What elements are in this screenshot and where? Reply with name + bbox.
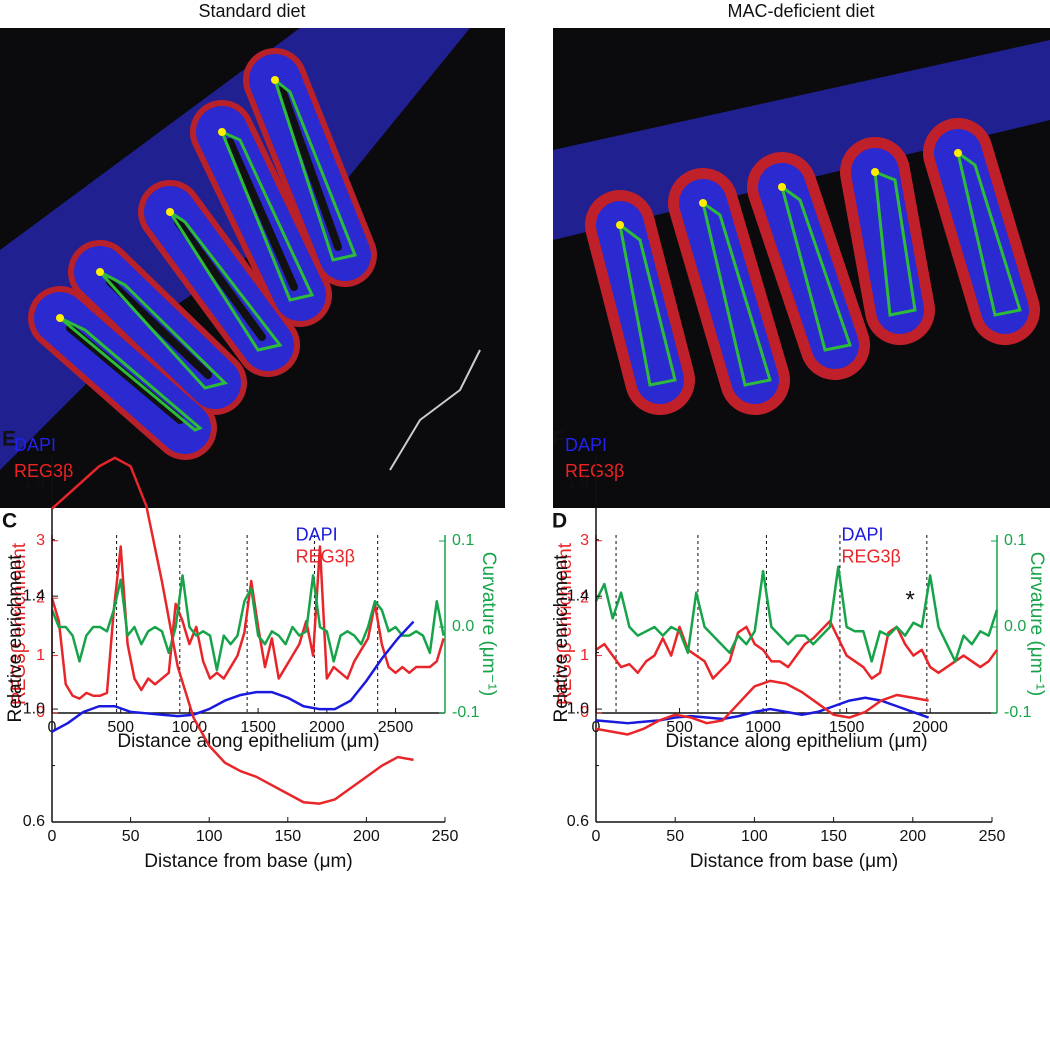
x-tick-label: 250 xyxy=(432,828,459,845)
x-tick-label: 100 xyxy=(741,828,768,845)
x-tick-label: 1500 xyxy=(829,719,865,736)
y-tick-label: 3 xyxy=(36,532,45,549)
x-tick-label: 200 xyxy=(899,828,926,845)
y-tick-label: 1 xyxy=(580,647,589,664)
y-tick-label: 1.0 xyxy=(23,700,45,717)
x-tick-label: 2000 xyxy=(309,719,345,736)
y-tick-label: 0 xyxy=(580,704,589,721)
y-axis-label: Relative enrichment xyxy=(5,554,26,723)
y2-tick-label: 0.1 xyxy=(1004,532,1026,549)
x-tick-label: 0 xyxy=(592,828,601,845)
x-tick-label: 200 xyxy=(353,828,380,845)
micrograph-mac-deficient xyxy=(553,28,1050,508)
x-tick-label: 500 xyxy=(666,719,693,736)
annotation: * xyxy=(905,587,914,614)
x-tick-label: 0 xyxy=(48,828,57,845)
y2-axis-label: Curvature (μm⁻¹) xyxy=(1026,552,1047,697)
x-tick-label: 100 xyxy=(196,828,223,845)
legend-entry: REG3β xyxy=(296,546,355,566)
x-tick-label: 2000 xyxy=(912,719,948,736)
image-legend: DAPI xyxy=(14,435,56,455)
legend-entry: DAPI xyxy=(842,524,884,544)
x-axis-label: Distance from base (μm) xyxy=(690,851,898,872)
series-line xyxy=(595,679,929,736)
y2-tick-label: 0.0 xyxy=(1004,618,1026,635)
y-tick-label: 2 xyxy=(36,589,45,606)
y-axis-label: REG3β enrichment xyxy=(9,542,30,705)
y-axis-label: Relative enrichment xyxy=(551,554,572,723)
x-tick-label: 150 xyxy=(274,828,301,845)
y-axis-label: REG3β enrichment xyxy=(555,542,576,705)
x-tick-label: 1500 xyxy=(240,719,276,736)
y-tick-label: 0 xyxy=(36,704,45,721)
x-axis-label: Distance along epithelium (μm) xyxy=(117,731,379,752)
x-tick-label: 50 xyxy=(666,828,684,845)
series-line xyxy=(51,620,415,733)
image-title: Standard diet xyxy=(198,1,305,21)
series-line xyxy=(50,574,445,672)
x-tick-label: 50 xyxy=(122,828,140,845)
panel-label: C xyxy=(2,510,17,533)
y-tick-label: 3 xyxy=(580,532,589,549)
y-tick-label: 1.8 xyxy=(23,474,45,491)
x-axis-label: Distance along epithelium (μm) xyxy=(665,731,927,752)
legend-entry: REG3β xyxy=(842,546,901,566)
series-line xyxy=(50,545,445,700)
x-tick-label: 150 xyxy=(820,828,847,845)
x-tick-label: 2500 xyxy=(378,719,414,736)
x-axis-label: Distance from base (μm) xyxy=(144,851,352,872)
series-line xyxy=(51,456,414,805)
y2-tick-label: 0.1 xyxy=(452,532,474,549)
y2-axis-label: Curvature (μm⁻¹) xyxy=(478,552,499,697)
y2-tick-label: -0.1 xyxy=(452,704,480,721)
series-line xyxy=(595,696,930,725)
series-line xyxy=(595,619,999,680)
image-legend: REG3β xyxy=(565,461,624,481)
y-tick-label: 1.8 xyxy=(567,474,589,491)
y-tick-label: 0.6 xyxy=(567,813,589,830)
y-tick-label: 2 xyxy=(580,589,589,606)
x-tick-label: 1000 xyxy=(745,719,781,736)
x-tick-label: 500 xyxy=(107,719,134,736)
image-legend: DAPI xyxy=(565,435,607,455)
micrograph-standard xyxy=(0,28,505,508)
y-tick-label: 1 xyxy=(36,647,45,664)
x-tick-label: 250 xyxy=(979,828,1006,845)
image-legend: REG3β xyxy=(14,461,73,481)
panel-label: E xyxy=(2,428,16,451)
panel-label: D xyxy=(552,510,567,533)
y-tick-label: 1.0 xyxy=(567,700,589,717)
panel-label: F xyxy=(552,428,565,451)
image-title: MAC-deficient diet xyxy=(727,1,874,21)
y2-tick-label: -0.1 xyxy=(1004,704,1032,721)
y-tick-label: 1.4 xyxy=(23,587,45,604)
x-tick-label: 1000 xyxy=(172,719,208,736)
legend-entry: DAPI xyxy=(296,524,338,544)
y2-tick-label: 0.0 xyxy=(452,618,474,635)
series-line xyxy=(594,565,999,663)
y-tick-label: 0.6 xyxy=(23,813,45,830)
y-tick-label: 1.4 xyxy=(567,587,589,604)
